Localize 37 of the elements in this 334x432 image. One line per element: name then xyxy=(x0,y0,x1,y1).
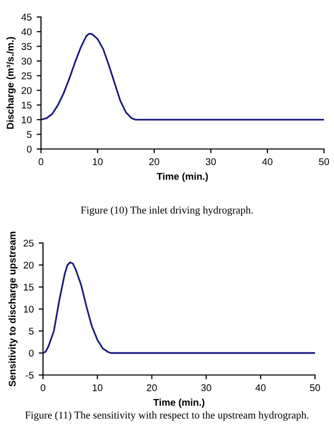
line-series xyxy=(41,32,324,120)
line-series xyxy=(43,262,315,354)
y-tick-label: 5 xyxy=(28,328,34,335)
y-tick-label: 10 xyxy=(22,116,32,124)
y-tick-label: 10 xyxy=(24,306,34,313)
x-tick-label: 10 xyxy=(92,384,102,392)
x-tick-label: 0 xyxy=(40,384,46,392)
x-axis-title: Time (min.) xyxy=(156,172,208,182)
y-tick-label: 40 xyxy=(21,28,32,36)
y-tick-label: 25 xyxy=(24,240,34,247)
y-tick-label: 0 xyxy=(26,146,32,153)
y-tick-label: 0 xyxy=(28,350,34,357)
x-tick-label: 40 xyxy=(262,158,272,166)
x-tick-label: 20 xyxy=(146,384,157,392)
y-tick-label: 20 xyxy=(24,262,34,269)
y-axis-title: Sensitivity to discharge upstream xyxy=(8,232,18,387)
y-tick-label: -5 xyxy=(26,372,34,379)
y-tick-label: 45 xyxy=(21,14,32,21)
y-tick-label: 5 xyxy=(26,131,32,138)
y-tick-label: 30 xyxy=(22,58,32,65)
y-axis-title: Discharge (m³/s./m.) xyxy=(6,37,16,129)
x-tick-label: 50 xyxy=(318,158,330,166)
y-tick-label: 15 xyxy=(22,102,32,109)
x-tick-label: 30 xyxy=(201,384,212,392)
y-tick-label: 25 xyxy=(22,72,32,80)
x-tick-label: 0 xyxy=(38,158,44,166)
x-tick-label: 30 xyxy=(206,158,216,166)
x-tick-label: 50 xyxy=(310,384,320,392)
y-tick-label: 20 xyxy=(22,87,32,94)
x-tick-label: 20 xyxy=(149,158,160,166)
y-tick-label: 15 xyxy=(24,284,34,291)
x-tick-label: 10 xyxy=(92,158,103,166)
text: Figure (11) The sensitivity with respect to the upstream hydrograph. xyxy=(25,411,308,421)
x-tick-label: 40 xyxy=(255,384,266,392)
x-axis-title: Time (min.) xyxy=(153,398,204,408)
y-tick-label: 35 xyxy=(22,43,32,50)
text: Figure (10) The inlet driving hydrograph. xyxy=(80,206,253,216)
